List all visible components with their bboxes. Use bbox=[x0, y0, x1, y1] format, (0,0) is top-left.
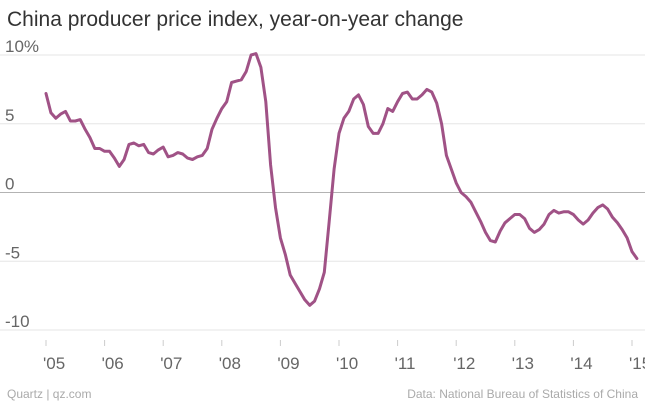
x-tick-label: '10 bbox=[336, 354, 358, 373]
x-tick-label: '05 bbox=[43, 354, 65, 373]
series-layer bbox=[44, 52, 639, 307]
y-tick-label: 10% bbox=[5, 37, 39, 56]
x-tick-label: '12 bbox=[453, 354, 475, 373]
x-tick-label: '08 bbox=[219, 354, 241, 373]
x-axis: '05 '06 '07 '08 '09 '10 '11 '12 '13 '14 '15 bbox=[43, 340, 645, 373]
footer-data-credit: Data: National Bureau of Statistics of C… bbox=[407, 387, 638, 401]
x-tick-label: '15 bbox=[629, 354, 645, 373]
x-tick-label: '11 bbox=[395, 354, 416, 373]
chart-title: China producer price index, year-on-year… bbox=[7, 8, 463, 31]
x-tick-label: '14 bbox=[570, 354, 592, 373]
x-tick-label: '13 bbox=[512, 354, 534, 373]
y-tick-label: 5 bbox=[5, 106, 14, 125]
footer-source-credit: Quartz | qz.com bbox=[7, 387, 91, 401]
y-tick-label: 0 bbox=[5, 175, 14, 194]
ppi-series-line bbox=[44, 52, 639, 307]
x-tick-label: '06 bbox=[102, 354, 124, 373]
x-tick-label: '09 bbox=[277, 354, 299, 373]
grid-layer: 10% 5 0 -5 -10 bbox=[0, 37, 645, 331]
x-tick-label: '07 bbox=[160, 354, 182, 373]
y-tick-label: -10 bbox=[5, 312, 30, 331]
y-tick-label: -5 bbox=[5, 243, 20, 262]
